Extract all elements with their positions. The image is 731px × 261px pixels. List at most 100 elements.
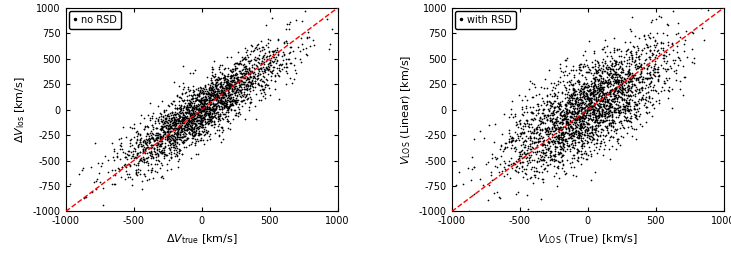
Point <box>554 75 566 79</box>
Point <box>590 96 602 100</box>
Point <box>187 130 199 134</box>
Point <box>572 96 583 100</box>
Point <box>544 132 556 136</box>
Point <box>563 123 575 127</box>
Point <box>615 70 626 74</box>
Point <box>550 158 562 162</box>
Point <box>158 150 170 154</box>
Point <box>630 67 642 72</box>
Point <box>200 95 212 99</box>
Point <box>551 115 563 119</box>
Point <box>261 54 273 58</box>
Point <box>206 116 218 120</box>
Point <box>528 137 539 141</box>
Point <box>548 91 560 95</box>
Point <box>96 161 108 165</box>
Point <box>225 75 237 79</box>
Point <box>118 163 129 167</box>
Point <box>208 111 220 115</box>
Point <box>548 123 560 127</box>
Point <box>604 90 616 94</box>
Point <box>586 112 597 116</box>
Point <box>599 112 610 116</box>
Point <box>506 138 518 142</box>
Point <box>243 66 255 70</box>
Point <box>624 64 635 69</box>
Point <box>597 81 609 85</box>
Point <box>157 115 169 119</box>
Point <box>262 62 273 66</box>
Point <box>170 124 181 128</box>
Point <box>224 92 236 96</box>
Point <box>505 162 517 166</box>
Point <box>186 133 198 137</box>
Point <box>189 93 200 97</box>
Point <box>178 104 190 108</box>
Point <box>589 124 601 128</box>
Point <box>560 87 572 92</box>
Point <box>198 107 210 111</box>
Point <box>610 102 621 106</box>
Point <box>177 99 189 103</box>
Point <box>537 177 548 181</box>
Point <box>577 100 588 104</box>
Point <box>183 110 194 115</box>
Point <box>585 116 596 121</box>
Point <box>616 75 628 79</box>
Point <box>522 146 534 150</box>
Point <box>205 92 216 97</box>
Point <box>244 69 256 73</box>
Point <box>633 106 645 110</box>
Point <box>295 60 307 64</box>
Point <box>571 147 583 151</box>
Point <box>268 50 279 54</box>
Point <box>210 110 221 115</box>
Point <box>102 158 114 162</box>
Point <box>547 112 558 117</box>
Point <box>125 137 137 141</box>
Point <box>491 165 502 169</box>
Point <box>281 22 292 26</box>
Point <box>251 74 263 78</box>
Point <box>257 45 269 50</box>
Point <box>631 137 643 141</box>
Point <box>156 151 168 155</box>
Point <box>163 116 175 121</box>
Point <box>246 44 257 48</box>
Point <box>552 105 564 109</box>
Point <box>590 145 602 149</box>
Point <box>215 99 227 103</box>
Point <box>533 118 545 122</box>
Point <box>597 91 609 95</box>
Point <box>199 106 211 110</box>
Point <box>589 127 601 132</box>
Point <box>591 59 602 63</box>
Point <box>567 86 579 91</box>
Point <box>624 68 635 73</box>
Point <box>603 104 615 108</box>
Point <box>504 159 515 163</box>
Point <box>259 92 270 96</box>
Point <box>132 161 144 165</box>
Point <box>195 132 207 136</box>
Point <box>561 130 572 134</box>
Point <box>526 140 538 145</box>
Point <box>215 98 227 102</box>
Point <box>576 100 588 105</box>
Point <box>571 95 583 99</box>
Point <box>536 135 548 140</box>
Point <box>578 117 590 121</box>
Point <box>599 38 611 43</box>
Point <box>583 84 594 88</box>
Point <box>222 66 234 70</box>
Point <box>186 121 198 125</box>
Point <box>587 65 599 69</box>
Point <box>180 121 192 125</box>
Point <box>170 148 182 152</box>
Point <box>206 73 218 77</box>
Point <box>516 105 528 110</box>
Point <box>624 55 635 59</box>
Point <box>139 139 151 143</box>
Point <box>141 143 153 147</box>
Point <box>548 110 559 114</box>
